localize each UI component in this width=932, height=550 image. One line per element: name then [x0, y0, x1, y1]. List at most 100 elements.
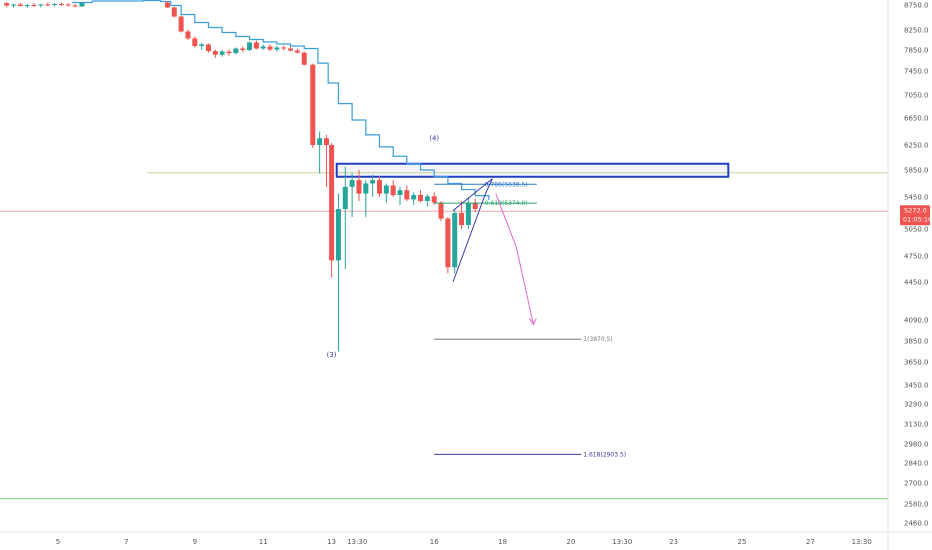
- y-tick-label: 7450.0: [904, 68, 929, 76]
- x-tick-label: 11: [259, 538, 268, 546]
- y-tick-label: 3450.0: [904, 382, 929, 390]
- candle: [370, 174, 376, 197]
- x-tick-label: 13:30: [347, 538, 367, 546]
- candle: [323, 134, 329, 187]
- candle-body: [310, 64, 316, 145]
- x-tick-label: 20: [567, 538, 576, 546]
- candle-body: [253, 42, 259, 49]
- candle-body: [65, 4, 71, 6]
- price-tag-value: 5272.0: [904, 207, 927, 215]
- wedge-tip-line: [485, 178, 493, 194]
- horizontal-lines: [0, 172, 888, 500]
- candle: [301, 51, 307, 66]
- candle-body: [472, 202, 478, 209]
- zone-rectangle: [335, 162, 730, 178]
- candle: [363, 180, 369, 217]
- fib-1-label: 1(3870.5): [583, 336, 613, 343]
- candle-body: [465, 202, 471, 225]
- candle: [24, 4, 30, 8]
- candle-body: [390, 185, 396, 195]
- y-tick-label: 2980.0: [904, 441, 929, 449]
- candle-body: [431, 196, 437, 203]
- projection-line: [495, 193, 534, 325]
- wedge-lower-line: [452, 193, 486, 283]
- candle: [52, 3, 58, 7]
- y-tick-label: 2840.0: [904, 460, 929, 468]
- candle-body: [349, 180, 355, 187]
- candle-body: [363, 183, 369, 194]
- candle: [274, 46, 280, 52]
- candle: [445, 217, 451, 274]
- candle-body: [233, 48, 239, 54]
- y-tick-label: 7850.0: [904, 47, 929, 55]
- y-axis[interactable]: 8750.0 8250.0 7850.0 7450.0 7050.0 6650.0 6250…: [904, 2, 929, 528]
- fib-0786-label: 0.786(5638.5): [485, 181, 528, 188]
- candle-body: [199, 44, 205, 46]
- candle-body: [185, 31, 191, 39]
- candle: [253, 40, 259, 50]
- candle-body: [205, 44, 211, 52]
- plot-area[interactable]: [0, 0, 888, 532]
- x-axis[interactable]: 5 7 9 11 13 13:30 16 18 20 13:30 23 25 27 13:30: [56, 538, 872, 546]
- candle-body: [31, 5, 37, 6]
- y-tick-label: 3290.0: [904, 401, 929, 409]
- candle-body: [79, 3, 85, 7]
- y-tick-label: 6250.0: [904, 142, 929, 150]
- x-tick-label: 13:30: [612, 538, 632, 546]
- candle: [178, 15, 184, 33]
- candle-body: [317, 138, 323, 145]
- candle: [212, 49, 218, 58]
- candle-body: [274, 47, 280, 50]
- drawings: (3) (4): [327, 134, 537, 359]
- candle-body: [171, 7, 177, 17]
- candle-body: [438, 202, 444, 219]
- candle: [199, 43, 205, 50]
- candle-body: [38, 4, 44, 6]
- moving-average-line: [71, 0, 490, 201]
- candle: [452, 209, 458, 274]
- candle: [404, 185, 410, 201]
- candle: [79, 2, 85, 7]
- candle: [376, 176, 382, 197]
- candle-body: [219, 51, 225, 55]
- candle: [192, 36, 198, 48]
- supply-zone: [335, 162, 730, 178]
- candle: [349, 173, 355, 217]
- y-tick-label: 3130.0: [904, 421, 929, 429]
- candle-body: [45, 4, 51, 6]
- candle-body: [404, 190, 410, 200]
- candle-body: [247, 42, 253, 50]
- y-tick-label: 5850.0: [904, 167, 929, 175]
- y-tick-label: 8250.0: [904, 27, 929, 35]
- candle: [288, 46, 294, 52]
- candle-body: [459, 213, 465, 225]
- x-tick-label: 18: [498, 538, 507, 546]
- candle-body: [178, 16, 184, 32]
- candle: [260, 44, 266, 50]
- fib-1618-label: 1.618(2903.5): [583, 451, 626, 458]
- candle-body: [383, 185, 389, 194]
- candle-body: [418, 194, 424, 201]
- x-tick-label: 16: [430, 538, 439, 546]
- y-tick-label: 2460.0: [904, 520, 929, 528]
- candle-body: [24, 5, 30, 6]
- y-tick-label: 2700.0: [904, 480, 929, 488]
- candle-body: [301, 52, 307, 65]
- x-tick-label: 25: [738, 538, 747, 546]
- wedge-upper-line: [452, 178, 493, 211]
- candle-body: [164, 2, 170, 8]
- candle-body: [260, 46, 266, 49]
- candle: [4, 2, 10, 8]
- x-tick-label: 5: [56, 538, 60, 546]
- candle: [185, 29, 191, 40]
- price-tag: 5272.001:05:10: [900, 205, 932, 226]
- candle-body: [17, 4, 23, 6]
- candle: [317, 131, 323, 174]
- candle-body: [4, 3, 10, 6]
- candle: [38, 3, 44, 8]
- wave-label: (3): [327, 351, 337, 359]
- candle: [31, 3, 37, 7]
- candle: [267, 44, 273, 52]
- candle: [418, 190, 424, 203]
